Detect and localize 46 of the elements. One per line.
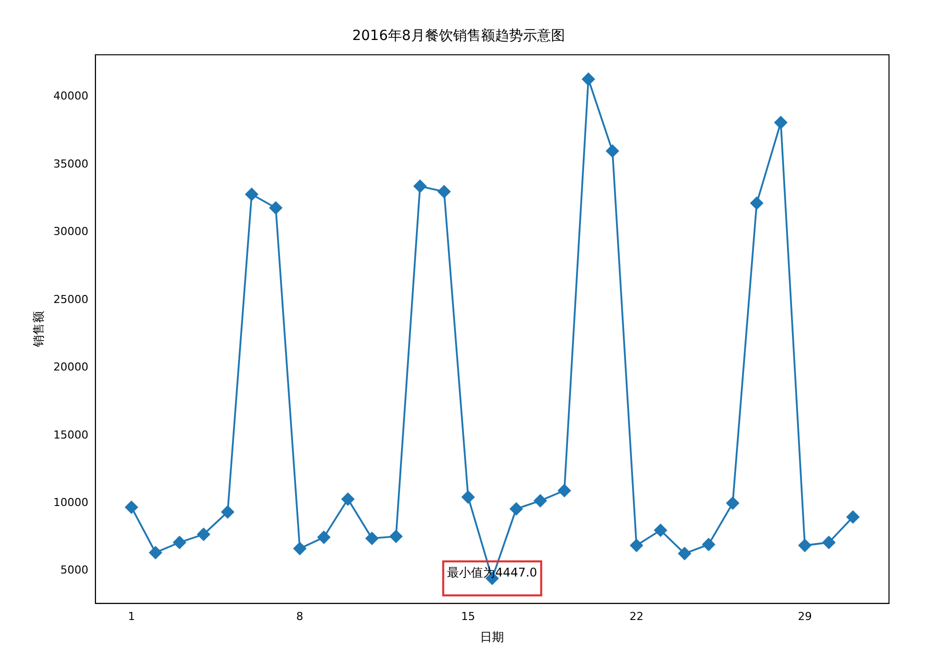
- point: [822, 536, 836, 549]
- point: [390, 530, 402, 543]
- point: [798, 539, 812, 552]
- y-tick-label: 30000: [53, 225, 88, 238]
- point: [221, 506, 234, 518]
- point: [534, 494, 547, 508]
- point: [846, 510, 860, 524]
- point: [774, 116, 788, 129]
- point: [269, 201, 282, 214]
- point: [245, 188, 258, 201]
- x-tick-label: 1: [128, 610, 135, 623]
- y-tick-label: 10000: [53, 496, 88, 510]
- y-tick-label: 5000: [60, 564, 88, 577]
- chart-title: 2016年8月餐饮销售额趋势示意图: [352, 28, 565, 44]
- point: [678, 547, 691, 560]
- x-tick-label: 8: [296, 610, 304, 623]
- x-tick-label: 22: [629, 610, 644, 623]
- point: [342, 492, 354, 506]
- point: [462, 490, 475, 504]
- x-axis-title: 日期: [480, 630, 504, 644]
- point: [197, 528, 210, 541]
- point: [317, 530, 330, 544]
- point: [366, 532, 378, 545]
- point: [558, 484, 571, 497]
- point: [293, 542, 306, 555]
- point: [173, 536, 186, 549]
- point: [726, 496, 740, 510]
- point: [702, 538, 716, 551]
- y-tick-label: 40000: [53, 90, 88, 103]
- point: [414, 180, 426, 193]
- y-tick-label: 35000: [53, 157, 88, 170]
- point: [582, 72, 595, 86]
- point: [438, 185, 450, 198]
- point: [510, 502, 523, 516]
- point: [606, 144, 619, 158]
- point: [654, 524, 667, 537]
- point: [125, 500, 138, 514]
- point: [149, 546, 162, 560]
- y-tick-label: 25000: [53, 292, 88, 306]
- x-tick-label: 29: [798, 610, 812, 623]
- y-tick-label: 15000: [53, 428, 88, 442]
- point: [750, 196, 764, 210]
- point: [630, 539, 643, 552]
- y-axis-title: 销售额: [31, 311, 46, 348]
- x-tick-label: 15: [461, 610, 476, 623]
- y-tick-label: 20000: [53, 360, 88, 374]
